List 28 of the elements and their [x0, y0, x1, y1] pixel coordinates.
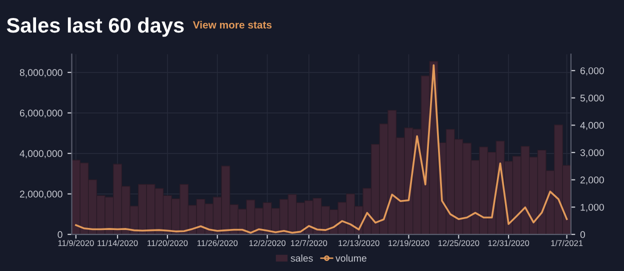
y-tick-label: 4,000,000: [20, 150, 62, 158]
x-tick-label: 12/19/2020: [388, 240, 430, 246]
y2-tick-label: 1,000: [580, 204, 604, 212]
y-tick-label: 2,000,000: [20, 190, 62, 199]
y2-tick-label: 3,000: [580, 149, 604, 158]
y2-tick-label: 6,000: [580, 67, 604, 76]
line-series: [75, 64, 568, 234]
y2-tick-label: 4,000: [580, 122, 604, 130]
chart-title: Sales last 60 days: [6, 17, 184, 37]
x-tick-label: 11/9/2020: [58, 240, 94, 246]
y-tick-label: 6,000,000: [20, 110, 62, 118]
x-tick-label: 12/13/2020: [338, 240, 380, 246]
legend-label: volume: [336, 254, 366, 262]
x-tick-label: 12/25/2020: [438, 240, 480, 246]
x-tick-label: 12/7/2020: [290, 240, 328, 246]
x-tick-label: 11/26/2020: [197, 240, 238, 246]
chart-subtitle: View more stats: [192, 20, 272, 29]
x-tick-label: 12/31/2020: [488, 240, 530, 246]
x-tick-label: 11/14/2020: [98, 240, 138, 246]
x-tick-label: 12/2/2020: [249, 240, 286, 246]
y2-tick-label: 5,000: [580, 94, 604, 103]
legend-label: sales: [290, 254, 313, 262]
y-tick-label: 0: [58, 231, 62, 238]
y-tick-label: 8,000,000: [20, 69, 62, 78]
y2-tick-label: 0: [580, 231, 586, 238]
x-tick-label: 11/20/2020: [148, 240, 188, 246]
y2-tick-label: 2,000: [580, 176, 604, 185]
x-tick-label: 1/7/2021: [551, 240, 583, 246]
